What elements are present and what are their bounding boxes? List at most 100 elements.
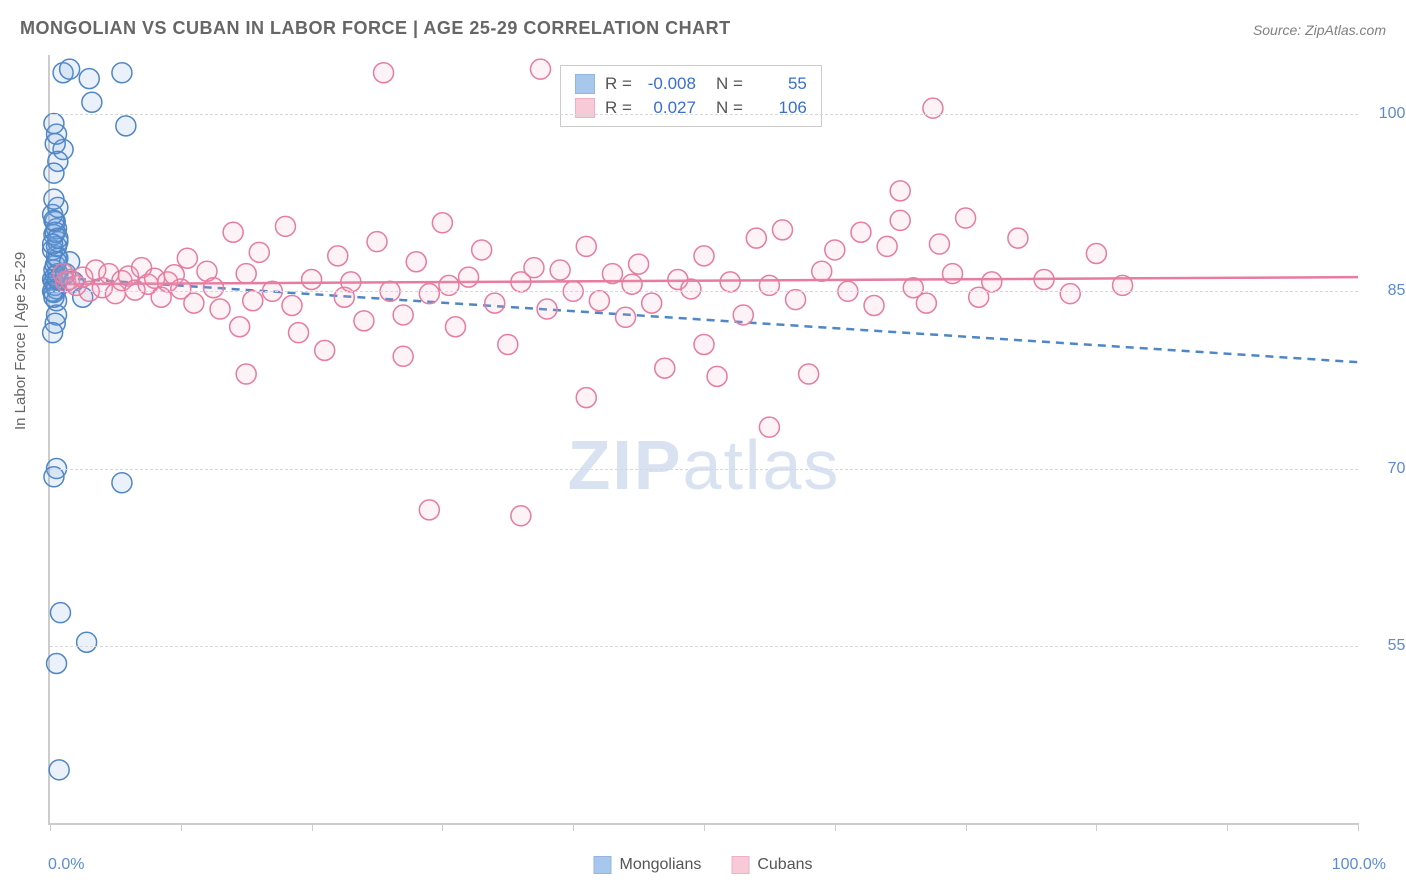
- data-point: [243, 291, 263, 311]
- data-point: [956, 208, 976, 228]
- x-tick: [835, 823, 836, 831]
- data-point: [341, 272, 361, 292]
- data-point: [851, 222, 871, 242]
- data-point: [759, 275, 779, 295]
- data-point: [77, 632, 97, 652]
- data-point: [43, 323, 63, 343]
- data-point: [786, 290, 806, 310]
- x-tick: [1096, 823, 1097, 831]
- data-point: [204, 278, 224, 298]
- data-point: [681, 279, 701, 299]
- data-point: [374, 63, 394, 83]
- data-point: [112, 63, 132, 83]
- n-value-mongolians: 55: [753, 74, 807, 94]
- source-attribution: Source: ZipAtlas.com: [1253, 22, 1386, 38]
- data-point: [550, 260, 570, 280]
- data-point: [432, 213, 452, 233]
- data-point: [354, 311, 374, 331]
- legend-swatch-cubans: [731, 856, 749, 874]
- data-point: [982, 272, 1002, 292]
- data-point: [576, 388, 596, 408]
- stats-row-cubans: R = 0.027 N = 106: [575, 96, 807, 120]
- data-point: [759, 417, 779, 437]
- y-axis-label: In Labor Force | Age 25-29: [12, 252, 29, 430]
- data-point: [655, 358, 675, 378]
- data-point: [694, 334, 714, 354]
- data-point: [943, 264, 963, 284]
- data-point: [419, 500, 439, 520]
- x-tick: [1358, 823, 1359, 831]
- y-tick-label: 100.0%: [1363, 105, 1406, 123]
- data-point: [47, 653, 67, 673]
- data-point: [589, 291, 609, 311]
- data-point: [511, 506, 531, 526]
- data-point: [694, 246, 714, 266]
- data-point: [642, 293, 662, 313]
- data-point: [302, 269, 322, 289]
- data-point: [315, 340, 335, 360]
- data-point: [439, 275, 459, 295]
- data-point: [44, 189, 64, 209]
- data-point: [1008, 228, 1028, 248]
- data-point: [44, 114, 64, 134]
- data-point: [44, 467, 64, 487]
- legend-item-cubans: Cubans: [731, 856, 812, 874]
- data-point: [524, 258, 544, 278]
- legend: Mongolians Cubans: [594, 856, 813, 874]
- gridline: [50, 114, 1358, 115]
- data-point: [406, 252, 426, 272]
- data-point: [733, 305, 753, 325]
- y-tick-label: 85.0%: [1363, 282, 1406, 300]
- chart-container: MONGOLIAN VS CUBAN IN LABOR FORCE | AGE …: [0, 0, 1406, 892]
- data-point: [210, 299, 230, 319]
- data-point: [393, 305, 413, 325]
- data-point: [929, 234, 949, 254]
- data-point: [916, 293, 936, 313]
- x-tick: [573, 823, 574, 831]
- data-point: [236, 364, 256, 384]
- r-value-mongolians: -0.008: [642, 74, 696, 94]
- data-point: [79, 69, 99, 89]
- data-point: [328, 246, 348, 266]
- data-point: [419, 284, 439, 304]
- data-point: [825, 240, 845, 260]
- data-point: [236, 264, 256, 284]
- data-point: [772, 220, 792, 240]
- data-point: [1113, 275, 1133, 295]
- x-tick: [312, 823, 313, 831]
- chart-title: MONGOLIAN VS CUBAN IN LABOR FORCE | AGE …: [20, 18, 731, 39]
- data-point: [459, 267, 479, 287]
- data-point: [877, 236, 897, 256]
- data-point: [112, 473, 132, 493]
- data-point: [707, 366, 727, 386]
- data-point: [60, 59, 80, 79]
- data-point: [923, 98, 943, 118]
- data-point: [43, 234, 63, 254]
- y-tick-label: 55.0%: [1363, 637, 1406, 655]
- data-point: [367, 232, 387, 252]
- data-point: [864, 295, 884, 315]
- data-point: [49, 760, 69, 780]
- x-tick: [704, 823, 705, 831]
- data-point: [746, 228, 766, 248]
- x-axis-min-label: 0.0%: [48, 856, 84, 874]
- gridline: [50, 291, 1358, 292]
- data-point: [44, 210, 64, 230]
- plot-area: ZIPatlas R = -0.008 N = 55 R = 0.027 N =…: [48, 55, 1358, 825]
- scatter-svg: [50, 55, 1358, 823]
- y-tick-label: 70.0%: [1363, 460, 1406, 478]
- x-tick: [50, 823, 51, 831]
- correlation-stats-box: R = -0.008 N = 55 R = 0.027 N = 106: [560, 65, 822, 127]
- data-point: [50, 603, 70, 623]
- data-point: [799, 364, 819, 384]
- data-point: [890, 210, 910, 230]
- legend-swatch-mongolians: [594, 856, 612, 874]
- data-point: [44, 163, 64, 183]
- data-point: [720, 272, 740, 292]
- data-point: [629, 254, 649, 274]
- data-point: [537, 299, 557, 319]
- data-point: [1060, 284, 1080, 304]
- data-point: [282, 295, 302, 315]
- data-point: [230, 317, 250, 337]
- data-point: [445, 317, 465, 337]
